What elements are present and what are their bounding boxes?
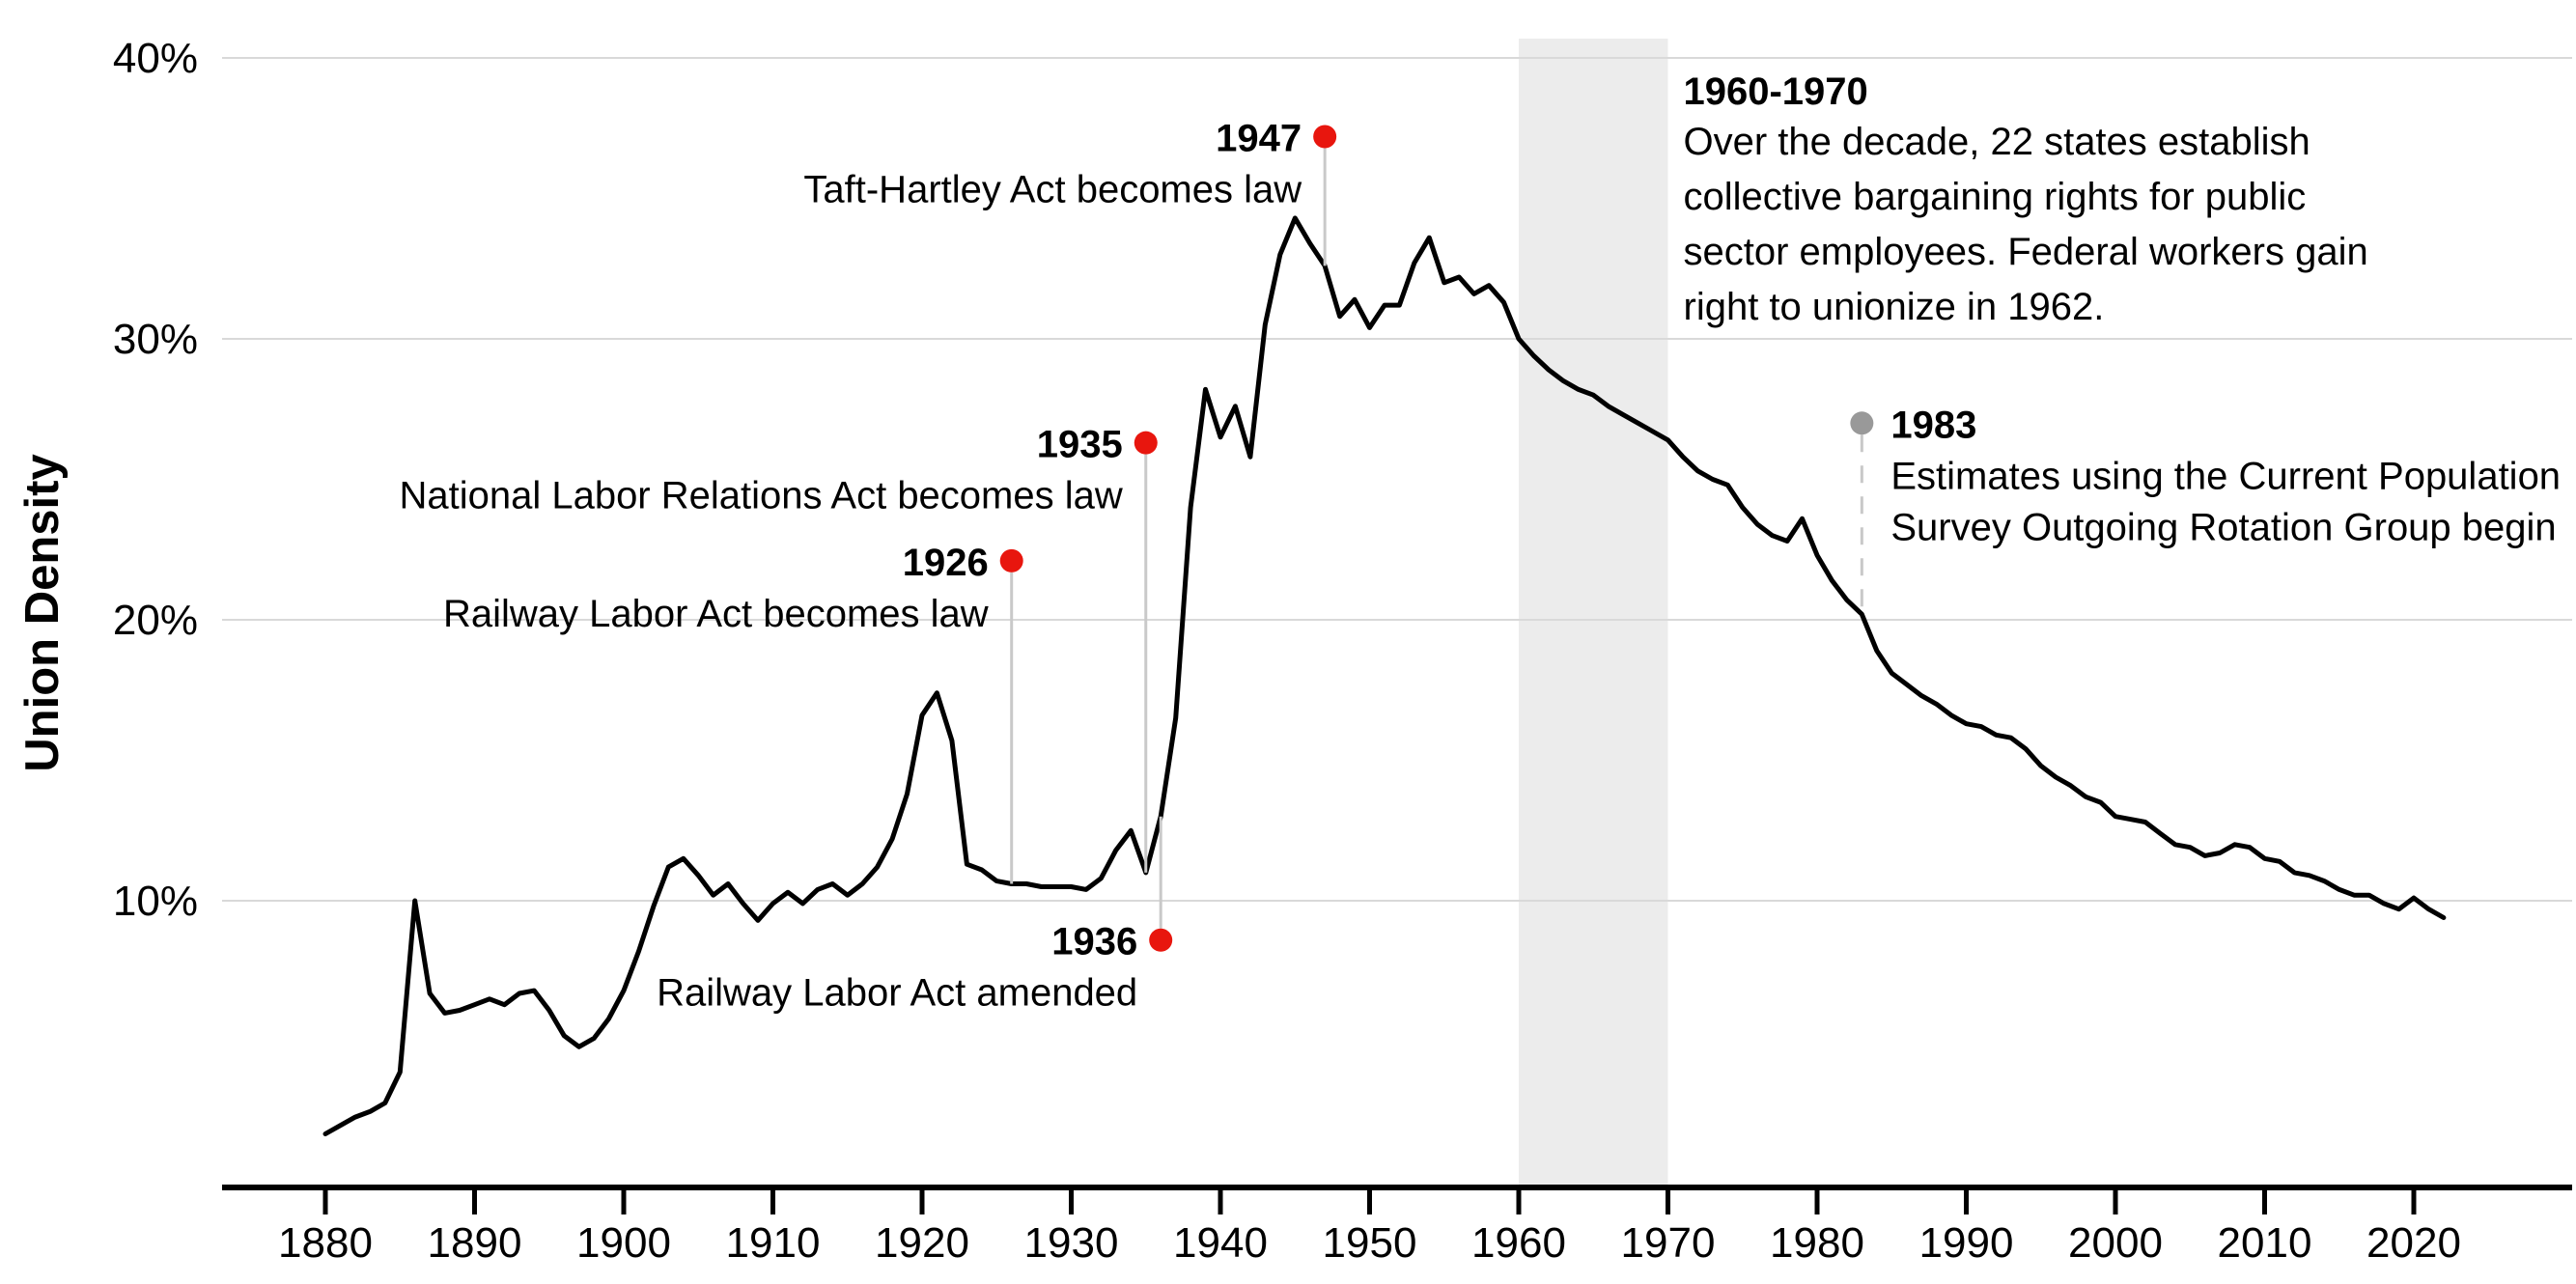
y-tick-label-30: 30% (113, 316, 198, 363)
event-1936-text-line-1: Railway Labor Act amended (657, 972, 1137, 1015)
x-tick-label-1970: 1970 (1621, 1219, 1716, 1267)
band-note-line-1: Over the decade, 22 states establish (1684, 121, 2310, 163)
x-tick-label-1890: 1890 (428, 1219, 522, 1267)
event-1935-dot (1134, 431, 1158, 455)
x-tick-label-2020: 2020 (2366, 1219, 2461, 1267)
x-tick-label-1930: 1930 (1024, 1219, 1119, 1267)
event-1947-text-line-1: Taft-Hartley Act becomes law (803, 168, 1302, 210)
y-axis-title: Union Density (16, 454, 69, 771)
y-tick-label-40: 40% (113, 35, 198, 82)
event-1947-dot (1313, 125, 1337, 149)
y-tick-label-10: 10% (113, 878, 198, 925)
event-1926-dot (999, 548, 1023, 572)
x-tick-label-2000: 2000 (2068, 1219, 2163, 1267)
y-tick-label-20: 20% (113, 597, 198, 644)
band-note-line-4: right to unionize in 1962. (1684, 286, 2105, 328)
x-tick-label-1940: 1940 (1173, 1219, 1268, 1267)
event-1936-year-label: 1936 (1051, 921, 1137, 963)
x-tick-label-1920: 1920 (875, 1219, 969, 1267)
note-1983-text-line-1: Estimates using the Current Population (1890, 455, 2561, 497)
x-tick-label-1980: 1980 (1770, 1219, 1864, 1267)
x-tick-label-2010: 2010 (2218, 1219, 2312, 1267)
x-tick-label-1880: 1880 (278, 1219, 373, 1267)
band-note-title: 1960-1970 (1684, 70, 1868, 113)
event-1926-text-line-1: Railway Labor Act becomes law (443, 593, 989, 635)
band-note-line-3: sector employees. Federal workers gain (1684, 231, 2368, 273)
band-note-line-2: collective bargaining rights for public (1684, 176, 2307, 218)
note-1983-text-line-2: Survey Outgoing Rotation Group begin (1890, 506, 2556, 548)
shaded-band-1960-1970 (1519, 39, 1668, 1187)
x-tick-label-1910: 1910 (726, 1219, 821, 1267)
note-1983-year-label: 1983 (1890, 404, 1976, 446)
event-1935-text-line-1: National Labor Relations Act becomes law (399, 475, 1122, 517)
x-tick-label-1900: 1900 (576, 1219, 671, 1267)
union-density-line (322, 215, 2447, 1136)
note-1983-dot (1850, 411, 1874, 435)
event-1926-year-label: 1926 (903, 542, 989, 584)
event-1936-dot (1149, 928, 1173, 952)
x-tick-label-1960: 1960 (1471, 1219, 1566, 1267)
x-tick-label-1990: 1990 (1919, 1219, 2014, 1267)
x-tick-label-1950: 1950 (1323, 1219, 1417, 1267)
event-1935-year-label: 1935 (1037, 424, 1123, 466)
event-1947-year-label: 1947 (1216, 117, 1302, 159)
